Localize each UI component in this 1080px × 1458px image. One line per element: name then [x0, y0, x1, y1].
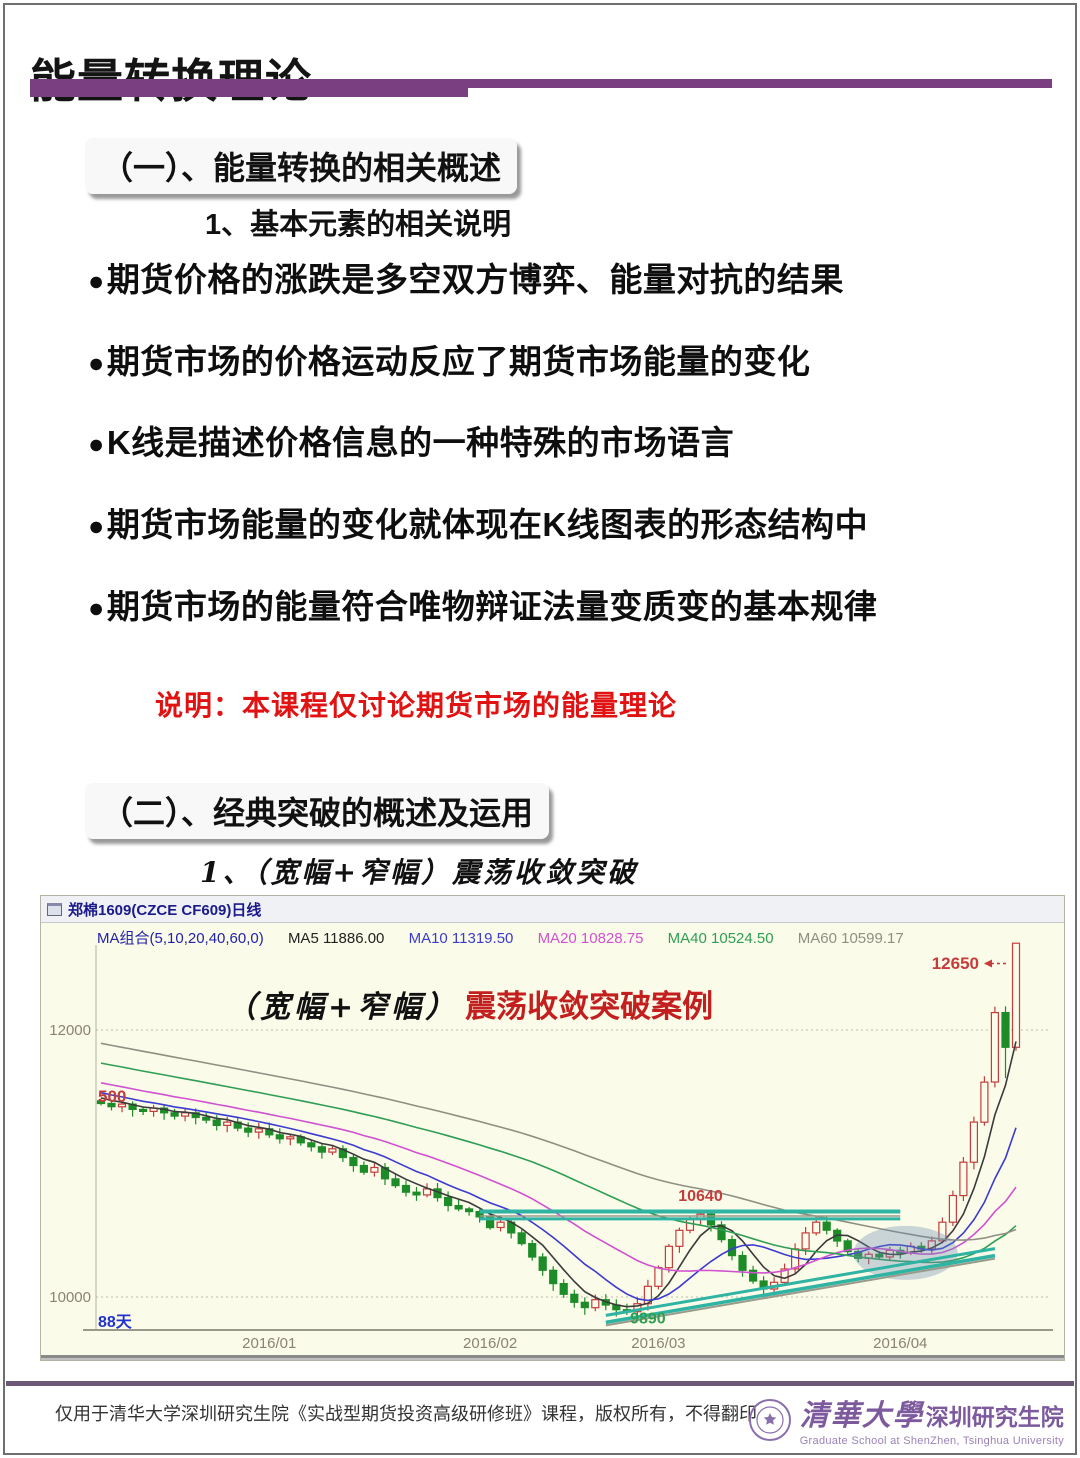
bullet-item: ● 期货市场的能量符合唯物辩证法量变质变的基本规律	[88, 587, 878, 625]
chart-divider	[41, 1355, 1064, 1360]
logo-en: Graduate School at ShenZhen, Tsinghua Un…	[799, 1435, 1064, 1447]
ma-item-20: MA20 10828.75	[537, 930, 644, 947]
accent-bar-thin	[468, 79, 1052, 88]
bullet-dot-icon: ●	[88, 510, 105, 541]
svg-text:10000: 10000	[49, 1289, 91, 1306]
footer-copyright: 仅用于清华大学深圳研究生院《实战型期货投资高级研修班》课程，版权所有，不得翻印	[55, 1404, 757, 1424]
ma-item-5: MA5 11886.00	[287, 930, 385, 947]
svg-text:2016/01: 2016/01	[242, 1335, 296, 1352]
section-1-heading-box: （一）、能量转换的相关概述	[85, 138, 518, 194]
section-1-subheading: 1、基本元素的相关说明	[205, 209, 512, 241]
ma-group-label: MA组合(5,10,20,40,60,0)	[97, 930, 264, 947]
bullet-item: ● K线是描述价格信息的一种特殊的市场语言	[88, 426, 877, 461]
svg-text:2016/04: 2016/04	[873, 1335, 927, 1352]
bullet-list: ● 期货价格的涨跌是多空双方博弈、能量对抗的结果 ● 期货市场的价格运动反应了期…	[88, 261, 878, 671]
bullet-text: 期货市场的能量符合唯物辩证法量变质变的基本规律	[106, 587, 878, 625]
tsinghua-seal-icon	[748, 1398, 791, 1441]
bullet-text: 期货市场能量的变化就体现在K线图表的形态结构中	[106, 505, 869, 543]
logo-cn-calligraphy: 清華大學	[799, 1398, 924, 1432]
ma-item-10: MA10 11319.50	[408, 930, 514, 947]
svg-text:2016/02: 2016/02	[463, 1335, 517, 1352]
ma-item-40: MA40 10524.50	[667, 930, 774, 947]
page-title: 能量转换理论	[30, 45, 312, 111]
bullet-dot-icon: ●	[88, 592, 105, 623]
bullet-item: ● 期货价格的涨跌是多空双方博弈、能量对抗的结果	[88, 261, 877, 298]
chart-plot-area: 12000 10000 2016/01 2016/02 2016/03 2016/04 50…	[41, 923, 1064, 1355]
svg-text:2016/03: 2016/03	[631, 1335, 685, 1352]
bullet-dot-icon: ●	[88, 266, 105, 296]
bullet-text: 期货市场的价格运动反应了期货市场能量的变化	[106, 342, 811, 380]
bullet-dot-icon: ●	[88, 347, 105, 378]
bullet-item: ● 期货市场能量的变化就体现在K线图表的形态结构中	[88, 505, 877, 543]
footer-logo: 清華大學 深圳研究生院 Graduate School at ShenZhen,…	[747, 1392, 1064, 1447]
chart-titlebar: 郑棉1609(CZCE CF609)日线	[41, 896, 1064, 923]
ma-item-60: MA60 10599.17	[797, 930, 904, 947]
logo-cn-name: 深圳研究生院	[925, 1404, 1064, 1430]
svg-text:12000: 12000	[49, 1022, 91, 1039]
svg-text:88天: 88天	[98, 1314, 133, 1331]
svg-text:500: 500	[98, 1087, 126, 1106]
svg-text:10640: 10640	[678, 1188, 723, 1205]
chart-window-title: 郑棉1609(CZCE CF609)日线	[68, 901, 262, 919]
bullet-text: 期货价格的涨跌是多空双方博弈、能量对抗的结果	[106, 261, 844, 298]
candlestick-chart: 12000 10000 2016/01 2016/02 2016/03 2016/04 50…	[41, 923, 1064, 1355]
bullet-item: ● 期货市场的价格运动反应了期货市场能量的变化	[88, 342, 877, 380]
svg-text:12650: 12650	[932, 954, 979, 973]
svg-text:9890: 9890	[630, 1311, 666, 1328]
bullet-text: K线是描述价格信息的一种特殊的市场语言	[106, 424, 735, 462]
window-icon	[47, 902, 62, 916]
section-2-subheading: 1、（宽幅+窄幅）震荡收敛突破	[200, 856, 638, 889]
ma-legend: MA组合(5,10,20,40,60,0) MA5 11886.00 MA10 …	[97, 927, 924, 948]
note-text: 说明：本课程仅讨论期货市场的能量理论	[155, 690, 678, 721]
section-2-heading-box: （二）、经典突破的概述及运用	[85, 783, 550, 839]
chart-window: 郑棉1609(CZCE CF609)日线 12000 10000 2016/01 20…	[40, 895, 1065, 1361]
footer-divider	[6, 1381, 1074, 1386]
accent-bar-thick	[30, 79, 468, 97]
bullet-dot-icon: ●	[88, 429, 105, 460]
